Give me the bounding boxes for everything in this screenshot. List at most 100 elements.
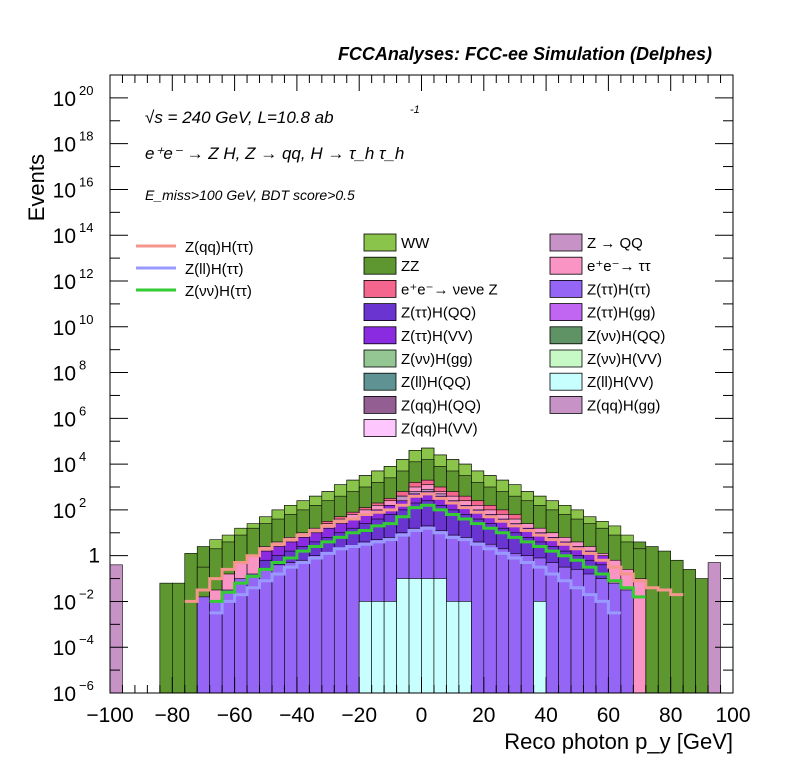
y-tick-label: 10	[53, 500, 76, 523]
chart-title: FCCAnalyses: FCC-ee Simulation (Delphes)	[338, 44, 712, 64]
y-tick-label: 10	[53, 271, 76, 294]
axis-tick-labels: −100 −80 −60 −40 −20 0 20 40 60 80 10010−610−410−2…	[53, 83, 751, 727]
histogram-bar	[296, 559, 310, 694]
y-tick-label-exponent: 8	[79, 358, 86, 373]
legend-color-swatch	[549, 303, 583, 322]
histogram-bar	[620, 589, 634, 694]
histogram-bar	[608, 582, 622, 694]
x-tick-label: 100	[715, 704, 750, 727]
legend-entry-label: Z(ττ)H(ττ)	[587, 281, 651, 298]
signal-line	[209, 526, 621, 615]
x-axis-label: Reco photon p_y [GeV]	[504, 729, 733, 754]
histogram-bar	[383, 601, 397, 694]
y-tick-label-exponent: 18	[79, 129, 93, 144]
legend-color-swatch	[549, 279, 583, 298]
histogram-bar	[533, 601, 547, 694]
histogram-bar	[583, 573, 597, 694]
legend-entry-label: Z(ττ)H(VV)	[401, 328, 473, 345]
y-tick-label: 10	[53, 179, 76, 202]
x-tick-label: 60	[597, 704, 620, 727]
histogram-bar	[471, 541, 485, 694]
x-tick-label: −100	[86, 704, 133, 727]
histogram-bar	[246, 573, 260, 694]
histogram-bar	[657, 550, 671, 694]
legend-color-swatch	[363, 303, 397, 322]
histogram-bar	[433, 578, 447, 694]
y-tick-label: 10	[53, 683, 76, 706]
histogram-bar	[333, 548, 348, 694]
legend-color-swatch	[363, 279, 397, 298]
legend-color-swatch	[549, 395, 583, 414]
stacked-histogram	[109, 447, 721, 694]
histogram-bar	[558, 566, 572, 694]
background-legend: WW Z → QQ ZZ e⁺e⁻→ ττ e⁺e⁻→ νeνe Z Z(ττ)H(ττ)…	[363, 233, 665, 438]
x-tick-label: 80	[659, 704, 682, 727]
legend-entry-label: Z(qq)H(VV)	[401, 421, 478, 438]
histogram-bar	[271, 564, 285, 694]
x-tick-label: 40	[534, 704, 557, 727]
legend-color-swatch	[363, 256, 397, 275]
y-tick-label: 10	[53, 317, 76, 340]
y-tick-label-exponent: 4	[79, 449, 86, 464]
process-annotation: e⁺e⁻ → Z H, Z → qq, H → τ_h τ_h	[145, 144, 404, 163]
histogram-bar	[209, 601, 223, 694]
legend-entry-label: Z(ll)H(QQ)	[401, 374, 471, 391]
y-tick-label-exponent: 14	[79, 220, 93, 235]
histogram-bar	[408, 578, 422, 694]
histogram-bar	[483, 543, 497, 694]
y-tick-label: 10	[53, 134, 76, 157]
x-tick-label: −60	[217, 704, 253, 727]
legend-color-swatch	[549, 326, 583, 345]
y-tick-label: 10	[53, 88, 76, 111]
energy-annotation-sup: -1	[410, 104, 420, 116]
histogram-bar	[284, 562, 298, 694]
legend-entry-label: Z → QQ	[587, 235, 643, 252]
x-tick-label: −20	[341, 704, 377, 727]
histogram-bar	[371, 601, 385, 694]
y-tick-label-exponent: 16	[79, 174, 93, 189]
histogram-bar	[495, 548, 510, 694]
histogram-bar	[595, 578, 609, 694]
selection-annotation: E_miss>100 GeV, BDT score>0.5	[145, 187, 355, 203]
legend-color-swatch	[549, 349, 583, 368]
legend-entry-label: Z(ll)H(ττ)	[185, 261, 244, 278]
histogram-bar	[682, 569, 696, 694]
y-tick-label: 1	[88, 545, 100, 568]
legend-color-swatch	[549, 233, 583, 252]
legend-color-swatch	[363, 233, 397, 252]
y-tick-label: 10	[53, 408, 76, 431]
y-tick-label: 10	[53, 363, 76, 386]
histogram-bar	[508, 553, 522, 694]
y-tick-label: 10	[53, 591, 76, 614]
histogram-bar	[159, 582, 173, 694]
histogram-bar	[707, 562, 721, 694]
histogram-bar	[645, 546, 659, 694]
legend-color-swatch	[363, 372, 397, 391]
signal-line	[209, 503, 646, 603]
y-tick-label-exponent: 6	[79, 403, 86, 418]
histogram-bar	[184, 553, 198, 694]
histogram-bar	[172, 582, 186, 694]
legend-color-swatch	[363, 349, 397, 368]
histogram-bar	[321, 553, 335, 694]
histogram-bar	[446, 601, 460, 694]
legend-entry-label: Z(ττ)H(gg)	[587, 305, 656, 322]
x-tick-label: −80	[154, 704, 190, 727]
x-tick-label: −40	[279, 704, 315, 727]
legend-color-swatch	[363, 395, 397, 414]
legend-entry-label: WW	[401, 235, 430, 252]
legend-entry-label: Z(νν)H(gg)	[401, 351, 473, 368]
legend-entry-label: e⁺e⁻→ νeνe Z	[401, 281, 498, 298]
legend-entry-label: Z(νν)H(QQ)	[587, 328, 665, 345]
y-tick-label-exponent: −6	[79, 678, 94, 693]
y-tick-label-exponent: 20	[79, 83, 93, 98]
legend-entry-label: Z(νν)H(ττ)	[185, 283, 252, 300]
histogram-bar	[196, 596, 210, 694]
x-tick-label: 0	[416, 704, 428, 727]
legend-entry-label: Z(ττ)H(QQ)	[401, 305, 476, 322]
histogram-bar	[309, 555, 323, 694]
axis-ticks	[109, 74, 734, 694]
x-tick-label: 20	[472, 704, 495, 727]
legend-entry-label: Z(ll)H(VV)	[587, 374, 654, 391]
